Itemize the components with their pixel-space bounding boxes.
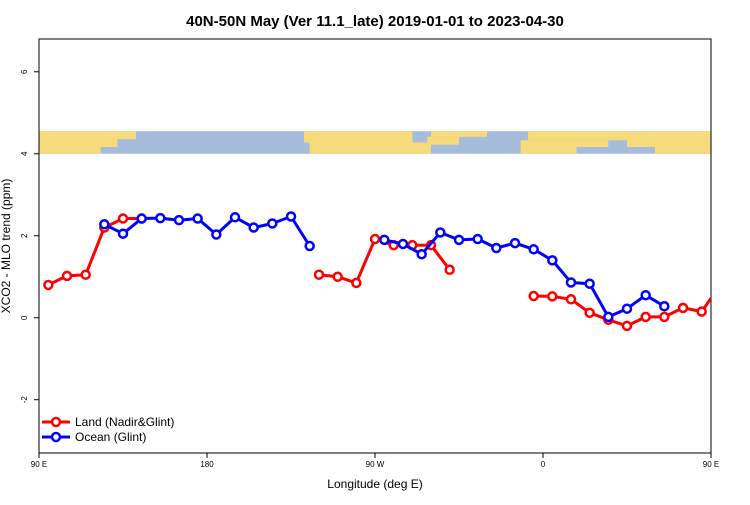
data-point — [211, 229, 222, 240]
data-point — [444, 264, 455, 276]
series-ocean — [99, 211, 670, 323]
data-point — [332, 271, 343, 282]
legend: Land (Nadir&Glint) Ocean (Glint) — [42, 415, 174, 444]
data-point — [659, 311, 670, 323]
series-land — [43, 213, 743, 332]
data-point — [565, 277, 577, 288]
data-point — [640, 289, 651, 301]
data-point — [136, 213, 147, 224]
map-land-patch — [640, 131, 711, 140]
data-point — [416, 248, 427, 260]
data-point — [528, 290, 539, 302]
legend-item-land: Land (Nadir&Glint) — [42, 415, 174, 429]
data-point — [117, 213, 129, 224]
x-axis: 90 E 180 90 W 0 90 E — [31, 453, 719, 469]
map-land-patch — [304, 131, 413, 143]
y-tick-label: 2 — [20, 233, 29, 238]
data-point — [117, 228, 129, 239]
data-point — [397, 238, 409, 250]
y-axis-label: XCO2 - MLO trend (ppm) — [0, 179, 13, 314]
x-tick-label: 0 — [541, 460, 546, 469]
data-point — [696, 306, 707, 317]
data-point — [621, 320, 633, 332]
legend-label-land: Land (Nadir&Glint) — [75, 415, 174, 429]
data-point — [509, 237, 521, 249]
data-point — [173, 214, 185, 226]
series-line — [383, 231, 666, 319]
data-point — [491, 242, 502, 254]
data-point — [659, 301, 670, 312]
data-point — [603, 311, 614, 323]
data-point — [547, 255, 558, 266]
map-land-patch — [309, 142, 431, 154]
map-land-patch — [627, 139, 711, 148]
data-point — [528, 244, 539, 255]
y-tick-label: 4 — [20, 151, 29, 156]
legend-label-ocean: Ocean (Glint) — [75, 430, 146, 444]
data-point — [267, 218, 278, 229]
y-tick-label: -2 — [20, 396, 29, 404]
series-line — [533, 294, 711, 328]
data-point — [248, 222, 259, 233]
data-point — [43, 279, 54, 291]
data-point — [584, 307, 595, 319]
map-land-patch — [39, 139, 118, 148]
x-axis-label: Longitude (deg E) — [327, 477, 422, 491]
data-point — [99, 219, 110, 230]
y-tick-label: 0 — [20, 315, 29, 320]
y-tick-label: 6 — [20, 69, 29, 74]
data-point — [565, 294, 577, 305]
data-point — [155, 212, 166, 224]
data-point — [80, 269, 91, 280]
map-land-patch — [39, 131, 137, 140]
data-point — [285, 211, 297, 222]
data-point — [229, 212, 241, 223]
data-point — [677, 302, 689, 314]
x-tick-label: 90 E — [703, 460, 719, 469]
data-point — [304, 240, 315, 252]
data-point — [351, 277, 362, 289]
series-layer — [43, 211, 743, 332]
data-point — [369, 233, 381, 245]
data-point — [547, 291, 558, 302]
data-point — [192, 213, 203, 224]
data-point — [716, 281, 724, 289]
data-point — [640, 311, 651, 323]
data-point — [435, 227, 446, 238]
data-point — [379, 234, 390, 246]
plot-frame — [38, 38, 712, 454]
chart-title: 40N-50N May (Ver 11.1_late) 2019-01-01 t… — [186, 13, 564, 30]
map-land-patch — [520, 147, 577, 154]
x-tick-label: 90 E — [31, 460, 47, 469]
legend-swatch-ocean-marker — [50, 431, 62, 443]
map-land-patch — [520, 140, 609, 148]
map-land-patch — [431, 131, 487, 137]
data-point — [313, 269, 325, 280]
data-point — [584, 278, 595, 289]
data-point — [621, 303, 633, 314]
map-strip — [39, 131, 711, 154]
map-land-patch — [427, 136, 459, 145]
y-axis: -2 0 2 4 6 — [20, 69, 39, 403]
map-land-patch — [39, 147, 101, 154]
map-land-patch — [528, 131, 641, 141]
data-point — [735, 272, 743, 280]
x-tick-label: 180 — [200, 460, 214, 469]
map-land-patch — [655, 147, 711, 154]
data-point — [453, 234, 465, 246]
data-point — [61, 270, 73, 282]
legend-swatch-land-marker — [50, 416, 62, 428]
series-line — [103, 215, 311, 247]
x-tick-label: 90 W — [366, 460, 385, 469]
legend-item-ocean: Ocean (Glint) — [42, 430, 146, 444]
data-point — [472, 233, 483, 245]
